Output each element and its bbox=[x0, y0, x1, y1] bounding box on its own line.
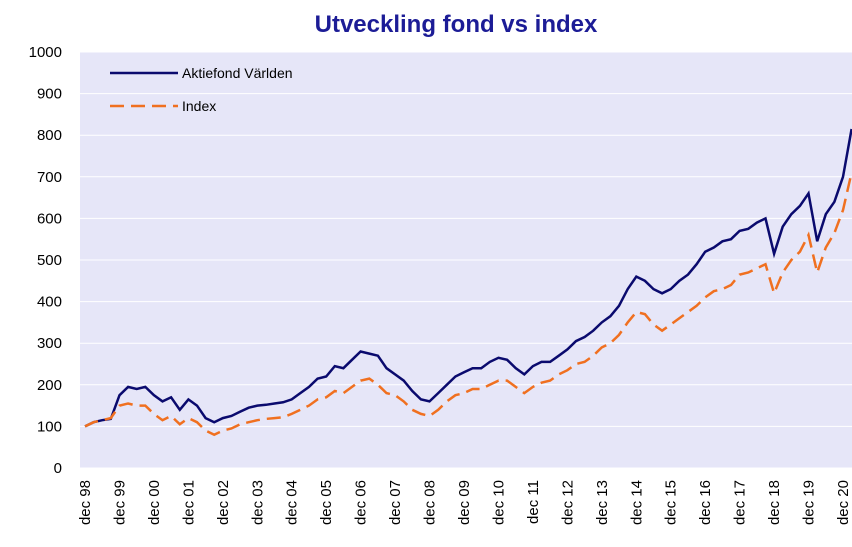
x-tick-label: dec 00 bbox=[146, 480, 163, 525]
y-tick-label: 700 bbox=[37, 169, 62, 186]
x-tick-label: dec 02 bbox=[215, 480, 232, 525]
y-tick-label: 100 bbox=[37, 418, 62, 435]
x-tick-label: dec 04 bbox=[284, 480, 301, 525]
y-tick-label: 800 bbox=[37, 127, 62, 144]
y-tick-label: 300 bbox=[37, 335, 62, 352]
x-tick-label: dec 11 bbox=[525, 480, 542, 524]
legend-label: Index bbox=[182, 98, 216, 114]
x-tick-label: dec 03 bbox=[249, 480, 266, 525]
legend-label: Aktiefond Världen bbox=[182, 65, 293, 81]
x-tick-label: dec 12 bbox=[559, 480, 576, 525]
x-tick-label: dec 09 bbox=[456, 480, 473, 525]
y-tick-label: 0 bbox=[54, 460, 62, 477]
x-tick-label: dec 13 bbox=[594, 480, 611, 525]
y-tick-label: 600 bbox=[37, 210, 62, 227]
x-tick-label: dec 01 bbox=[180, 480, 197, 525]
x-tick-label: dec 16 bbox=[697, 480, 714, 525]
y-tick-label: 900 bbox=[37, 86, 62, 103]
x-tick-label: dec 20 bbox=[835, 480, 852, 525]
x-tick-label: dec 18 bbox=[766, 480, 783, 525]
x-tick-label: dec 15 bbox=[663, 480, 680, 525]
x-tick-label: dec 17 bbox=[732, 480, 749, 525]
y-tick-label: 500 bbox=[37, 252, 62, 269]
y-tick-label: 200 bbox=[37, 377, 62, 394]
chart-title: Utveckling fond vs index bbox=[315, 11, 598, 38]
x-tick-label: dec 08 bbox=[422, 480, 439, 525]
x-tick-label: dec 10 bbox=[490, 480, 507, 525]
x-tick-label: dec 14 bbox=[628, 480, 645, 525]
y-tick-label: 1000 bbox=[29, 44, 62, 61]
series-line bbox=[84, 172, 852, 437]
x-tick-label: dec 05 bbox=[318, 480, 335, 525]
y-tick-label: 400 bbox=[37, 294, 62, 311]
x-tick-label: dec 19 bbox=[801, 480, 818, 525]
series-line bbox=[84, 128, 852, 428]
x-tick-label: dec 98 bbox=[77, 480, 94, 525]
x-tick-label: dec 07 bbox=[387, 480, 404, 525]
x-tick-label: dec 06 bbox=[353, 480, 370, 525]
x-tick-label: dec 99 bbox=[111, 480, 128, 525]
